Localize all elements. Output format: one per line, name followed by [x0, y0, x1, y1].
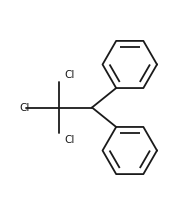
Text: Cl: Cl: [64, 135, 74, 145]
Text: Cl: Cl: [19, 103, 30, 112]
Text: Cl: Cl: [64, 70, 74, 80]
